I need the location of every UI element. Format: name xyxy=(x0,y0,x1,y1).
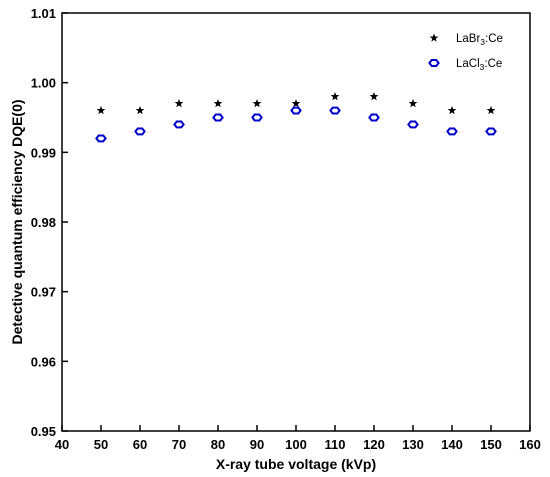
x-tick-label: 160 xyxy=(519,437,541,452)
legend-marker-lacl3 xyxy=(428,59,440,67)
labr3-data-point xyxy=(252,98,262,108)
x-tick-label: 90 xyxy=(250,437,264,452)
x-tick-label: 130 xyxy=(402,437,424,452)
labr3-data-point xyxy=(135,105,145,115)
lacl3-data-point xyxy=(368,113,380,122)
x-tick-label: 150 xyxy=(480,437,502,452)
labr3-data-point xyxy=(447,105,457,115)
lacl3-data-point xyxy=(485,127,497,136)
lacl3-data-point xyxy=(329,106,341,115)
lacl3-data-point xyxy=(173,120,185,129)
lacl3-data-point xyxy=(134,127,146,136)
legend-label-labr3: LaBr3:Ce xyxy=(456,33,503,47)
labr3-data-point xyxy=(486,105,496,115)
y-tick-label: 0.95 xyxy=(31,424,56,439)
labr3-data-point xyxy=(213,98,223,108)
legend-label-lacl3: LaCl3:Ce xyxy=(456,58,502,72)
y-tick-label: 1.01 xyxy=(31,6,56,21)
labr3-data-point xyxy=(330,92,340,101)
x-tick-label: 70 xyxy=(172,437,186,452)
y-tick-label: 0.99 xyxy=(31,145,56,160)
y-tick-label: 0.96 xyxy=(31,354,56,369)
x-axis-title: X-ray tube voltage (kVp) xyxy=(216,456,376,472)
lacl3-data-point xyxy=(251,113,263,122)
lacl3-data-point xyxy=(95,134,107,143)
y-tick-label: 0.98 xyxy=(31,215,56,230)
x-tick-label: 140 xyxy=(441,437,463,452)
labr3-data-point xyxy=(174,98,184,108)
lacl3-data-point xyxy=(446,127,458,136)
y-axis-title: Detective quantum efficiency DQE(0) xyxy=(9,99,25,344)
lacl3-data-point xyxy=(407,120,419,129)
lacl3-data-point xyxy=(290,106,302,115)
lacl3-data-point xyxy=(212,113,224,122)
labr3-data-point xyxy=(408,98,418,108)
x-tick-label: 40 xyxy=(55,437,69,452)
y-axis-ticks: 0.95 0.96 0.97 0.98 0.99 1.00 1.01 xyxy=(31,6,68,439)
x-tick-label: 80 xyxy=(211,437,225,452)
legend: LaBr3:Ce LaCl3:Ce xyxy=(428,33,503,72)
labr3-data-point xyxy=(96,105,106,115)
x-tick-label: 100 xyxy=(285,437,307,452)
x-tick-label: 120 xyxy=(363,437,385,452)
x-axis-ticks: 40 50 60 70 80 90 100 110 120 130 140 150 160 xyxy=(55,425,541,452)
data-points xyxy=(95,92,497,143)
x-tick-label: 110 xyxy=(325,437,346,452)
plot-area xyxy=(61,12,531,432)
legend-marker-labr3 xyxy=(429,33,439,42)
labr3-data-point xyxy=(291,98,301,108)
x-tick-label: 60 xyxy=(133,437,147,452)
labr3-data-point xyxy=(369,92,379,101)
y-tick-label: 0.97 xyxy=(31,285,56,300)
x-tick-label: 50 xyxy=(94,437,108,452)
y-tick-label: 1.00 xyxy=(31,76,56,91)
